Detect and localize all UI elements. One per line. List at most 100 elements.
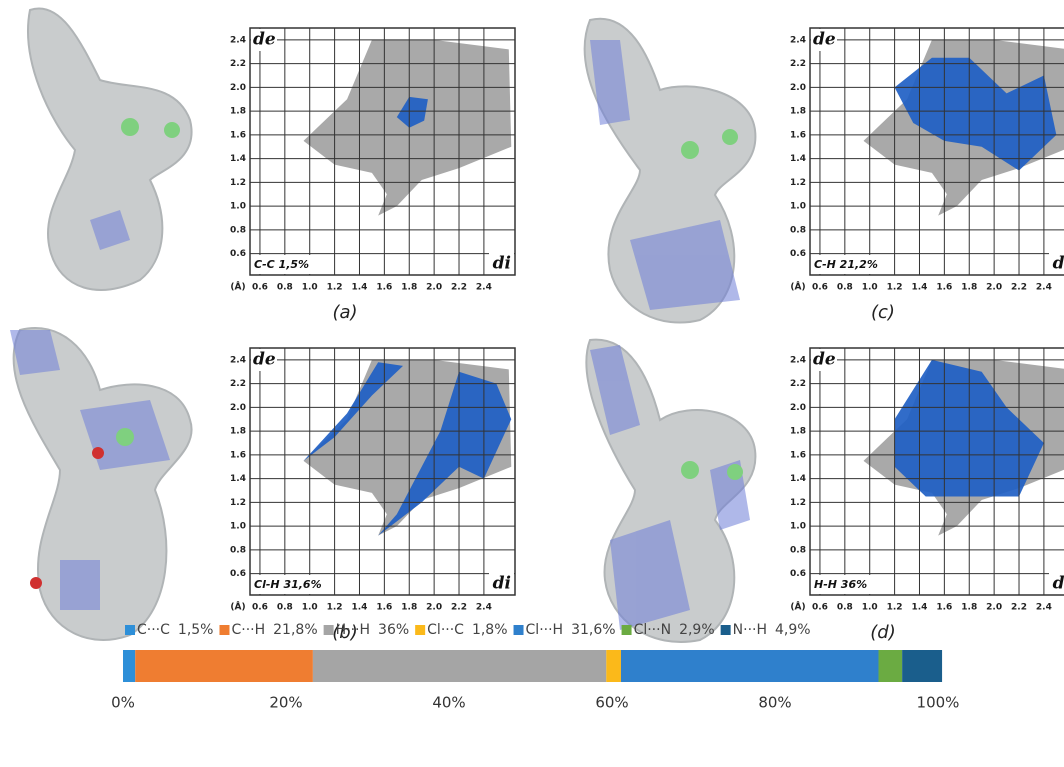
x-tick-label: 0.6 <box>812 283 828 293</box>
unit-label: (Å) <box>790 602 805 613</box>
y-tick-label: 0.6 <box>230 569 246 579</box>
y-tick-label: 1.0 <box>790 522 806 532</box>
x-tick-label: 1.2 <box>887 283 903 293</box>
y-tick-label: 0.6 <box>790 569 806 579</box>
x-tick-label: 1.4 <box>352 603 368 613</box>
bar-segment <box>879 650 903 682</box>
panel-label: (a) <box>332 302 357 323</box>
y-tick-label: 2.0 <box>790 403 806 413</box>
figure: 0.6 0.8 1.0 1.2 1.4 1.6 1.8 2.0 2.2 2.4 0.6 0.8 1.0 1… <box>0 0 1064 767</box>
x-tick-label: 1.4 <box>912 603 928 613</box>
y-tick-label: 1.6 <box>790 450 806 460</box>
x-tick-label: 1.8 <box>401 603 417 613</box>
x-axis-label: di <box>493 254 511 274</box>
legend-swatch <box>324 625 334 635</box>
legend-label: H···H <box>336 622 370 638</box>
y-tick-label: 2.2 <box>790 59 806 69</box>
y-tick-label: 1.2 <box>230 498 246 508</box>
panel-label: (d) <box>870 622 895 643</box>
legend-label: N···H <box>733 622 767 638</box>
y-tick-label: 1.4 <box>230 474 246 484</box>
x-tick-label: 1.0 <box>302 603 318 613</box>
x-tick-label: 1.6 <box>936 603 952 613</box>
y-tick-label: 0.8 <box>230 225 246 235</box>
legend-value: 31,6% <box>571 622 615 638</box>
x-tick-label: 2.0 <box>426 283 442 293</box>
legend-value: 21,8% <box>273 622 317 638</box>
annotation: H-H 36% <box>814 578 867 591</box>
fingerprint-plot: 0.6 0.8 1.0 1.2 1.4 1.6 1.8 2.0 2.2 2.4 0.6 0.8 1.0 1… <box>230 348 515 643</box>
x-tick-label: 0.8 <box>837 283 853 293</box>
y-tick-label: 1.4 <box>230 154 246 164</box>
x-tick-label: 2.4 <box>1036 603 1052 613</box>
y-tick-label: 1.8 <box>230 107 246 117</box>
x-tick-label: 1.8 <box>961 603 977 613</box>
y-axis-label: de <box>813 30 836 50</box>
annotation: C-H 21,2% <box>814 258 878 271</box>
x-tick-label: 1.0 <box>862 283 878 293</box>
x-tick-label: 100% <box>917 694 960 712</box>
panel-label: (c) <box>871 302 895 323</box>
legend-value: 36% <box>378 622 409 638</box>
y-tick-label: 1.6 <box>230 130 246 140</box>
x-tick-label: 2.0 <box>986 283 1002 293</box>
legend-label: Cl···H <box>526 622 564 638</box>
legend-label: C···C <box>137 622 170 638</box>
y-tick-label: 1.2 <box>790 178 806 188</box>
y-tick-label: 0.8 <box>790 225 806 235</box>
x-tick-label: 1.2 <box>327 283 343 293</box>
x-tick-label: 1.2 <box>327 603 343 613</box>
x-tick-label: 40% <box>432 694 465 712</box>
x-tick-label: 1.6 <box>376 283 392 293</box>
bar-segment <box>902 650 942 682</box>
legend-value: 2,9% <box>679 622 715 638</box>
legend-swatch <box>219 625 229 635</box>
x-tick-label: 2.4 <box>476 603 492 613</box>
x-tick-label: 1.8 <box>961 283 977 293</box>
bar-segment <box>313 650 606 682</box>
y-tick-label: 1.0 <box>230 522 246 532</box>
legend-swatch <box>721 625 731 635</box>
y-tick-label: 2.0 <box>230 83 246 93</box>
y-tick-label: 2.2 <box>230 379 246 389</box>
legend-swatch <box>622 625 632 635</box>
y-tick-label: 1.2 <box>790 498 806 508</box>
x-tick-label: 2.2 <box>451 283 467 293</box>
y-tick-label: 2.2 <box>230 59 246 69</box>
y-tick-label: 1.6 <box>790 130 806 140</box>
y-tick-label: 2.0 <box>230 403 246 413</box>
x-tick-label: 0.6 <box>252 283 268 293</box>
x-tick-label: 2.4 <box>476 283 492 293</box>
y-axis-label: de <box>253 350 276 370</box>
x-tick-label: 2.0 <box>426 603 442 613</box>
x-tick-label: 1.2 <box>887 603 903 613</box>
x-tick-label: 0% <box>111 694 135 712</box>
x-tick-label: 0.6 <box>812 603 828 613</box>
unit-label: (Å) <box>790 282 805 293</box>
y-tick-label: 0.8 <box>790 545 806 555</box>
y-tick-label: 2.4 <box>790 35 806 45</box>
unit-label: (Å) <box>230 602 245 613</box>
y-tick-label: 1.8 <box>790 107 806 117</box>
y-tick-label: 2.4 <box>790 355 806 365</box>
y-tick-label: 0.6 <box>790 249 806 259</box>
annotation: C-C 1,5% <box>254 258 309 271</box>
x-tick-label: 0.8 <box>277 603 293 613</box>
fingerprint-plot: 0.60.81.01.21.41.61.82.02.22.40.60.81.01… <box>230 28 515 323</box>
y-tick-label: 0.8 <box>230 545 246 555</box>
x-tick-label: 0.6 <box>252 603 268 613</box>
y-axis-label: de <box>253 30 276 50</box>
x-tick-label: 2.0 <box>986 603 1002 613</box>
bar-segment <box>135 650 313 682</box>
x-tick-label: 60% <box>595 694 628 712</box>
y-tick-label: 2.0 <box>790 83 806 93</box>
x-axis-label: di <box>1053 254 1064 274</box>
x-tick-label: 2.2 <box>1011 603 1027 613</box>
x-tick-label: 2.4 <box>1036 283 1052 293</box>
x-tick-label: 1.6 <box>376 603 392 613</box>
bar-segment <box>606 650 621 682</box>
legend-label: Cl···C <box>427 622 464 638</box>
y-tick-label: 1.0 <box>230 202 246 212</box>
y-axis-label: de <box>813 350 836 370</box>
